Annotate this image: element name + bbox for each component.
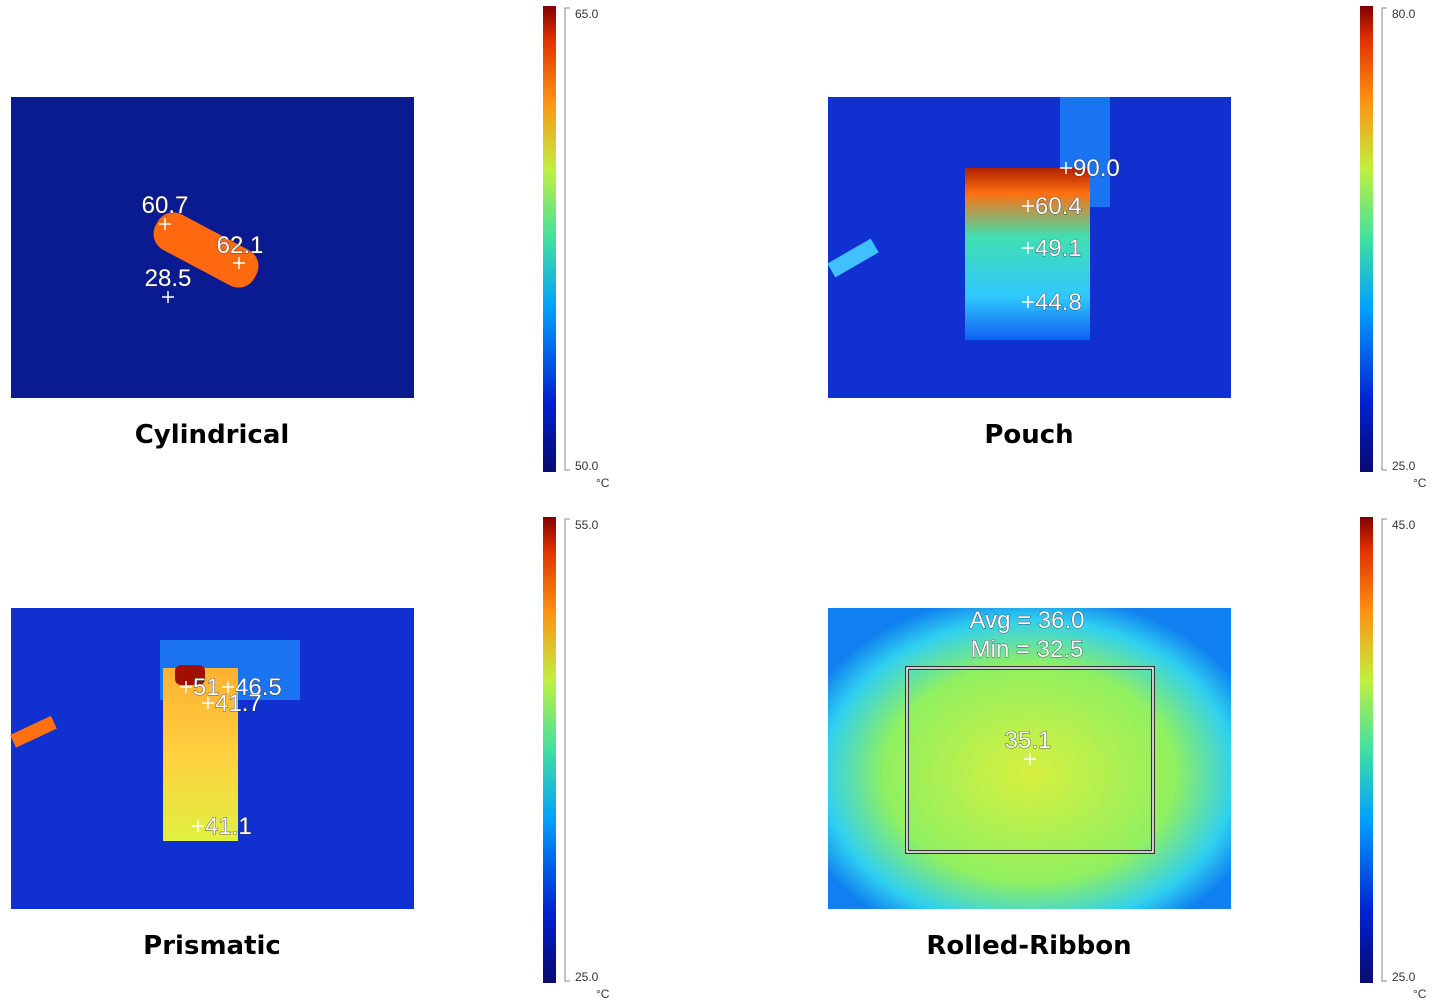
scale-unit: °C — [1413, 987, 1427, 1001]
colorbar — [543, 517, 556, 983]
scale-min: 25.0 — [1392, 459, 1416, 473]
panel-label: Pouch — [984, 420, 1073, 450]
spot-reading: 62.1 — [217, 232, 264, 259]
scale-max: 65.0 — [575, 7, 599, 21]
spot-reading: 90.0 — [1073, 155, 1120, 182]
spot-reading: 49.1 — [1035, 235, 1082, 262]
spot-reading: 35.1 — [1005, 727, 1052, 754]
spot-reading: Avg = 36.0 — [970, 607, 1085, 634]
figure: Cylindrical 60.7 62.1 28.5 65.0 50.0 °C Pouch 90… — [0, 0, 1435, 1002]
spot-reading: Min = 32.5 — [971, 636, 1084, 663]
spot-reading: 44.8 — [1035, 289, 1082, 316]
spot-reading: 60.7 — [142, 192, 189, 219]
spot-reading: 28.5 — [145, 265, 192, 292]
scale-max: 80.0 — [1392, 7, 1416, 21]
panel-label: Rolled-Ribbon — [926, 931, 1131, 961]
spot-reading: 41.1 — [205, 813, 252, 840]
colorbar-frame — [1382, 8, 1387, 470]
scale-max: 55.0 — [575, 518, 599, 532]
colorbar — [1360, 6, 1373, 472]
scale-min: 25.0 — [1392, 970, 1416, 984]
panel-label: Prismatic — [143, 931, 281, 961]
spot-reading: 41.7 — [215, 690, 262, 717]
scale-unit: °C — [596, 987, 610, 1001]
colorbar-frame — [565, 519, 570, 981]
scale-min: 25.0 — [575, 970, 599, 984]
colorbar-frame — [565, 8, 570, 470]
panel-label: Cylindrical — [135, 420, 290, 450]
spot-reading: 60.4 — [1035, 193, 1082, 220]
colorbar-frame — [1382, 519, 1387, 981]
colorbar — [1360, 517, 1373, 983]
scale-unit: °C — [596, 476, 610, 490]
scale-min: 50.0 — [575, 459, 599, 473]
scale-unit: °C — [1413, 476, 1427, 490]
scale-max: 45.0 — [1392, 518, 1416, 532]
colorbar — [543, 6, 556, 472]
